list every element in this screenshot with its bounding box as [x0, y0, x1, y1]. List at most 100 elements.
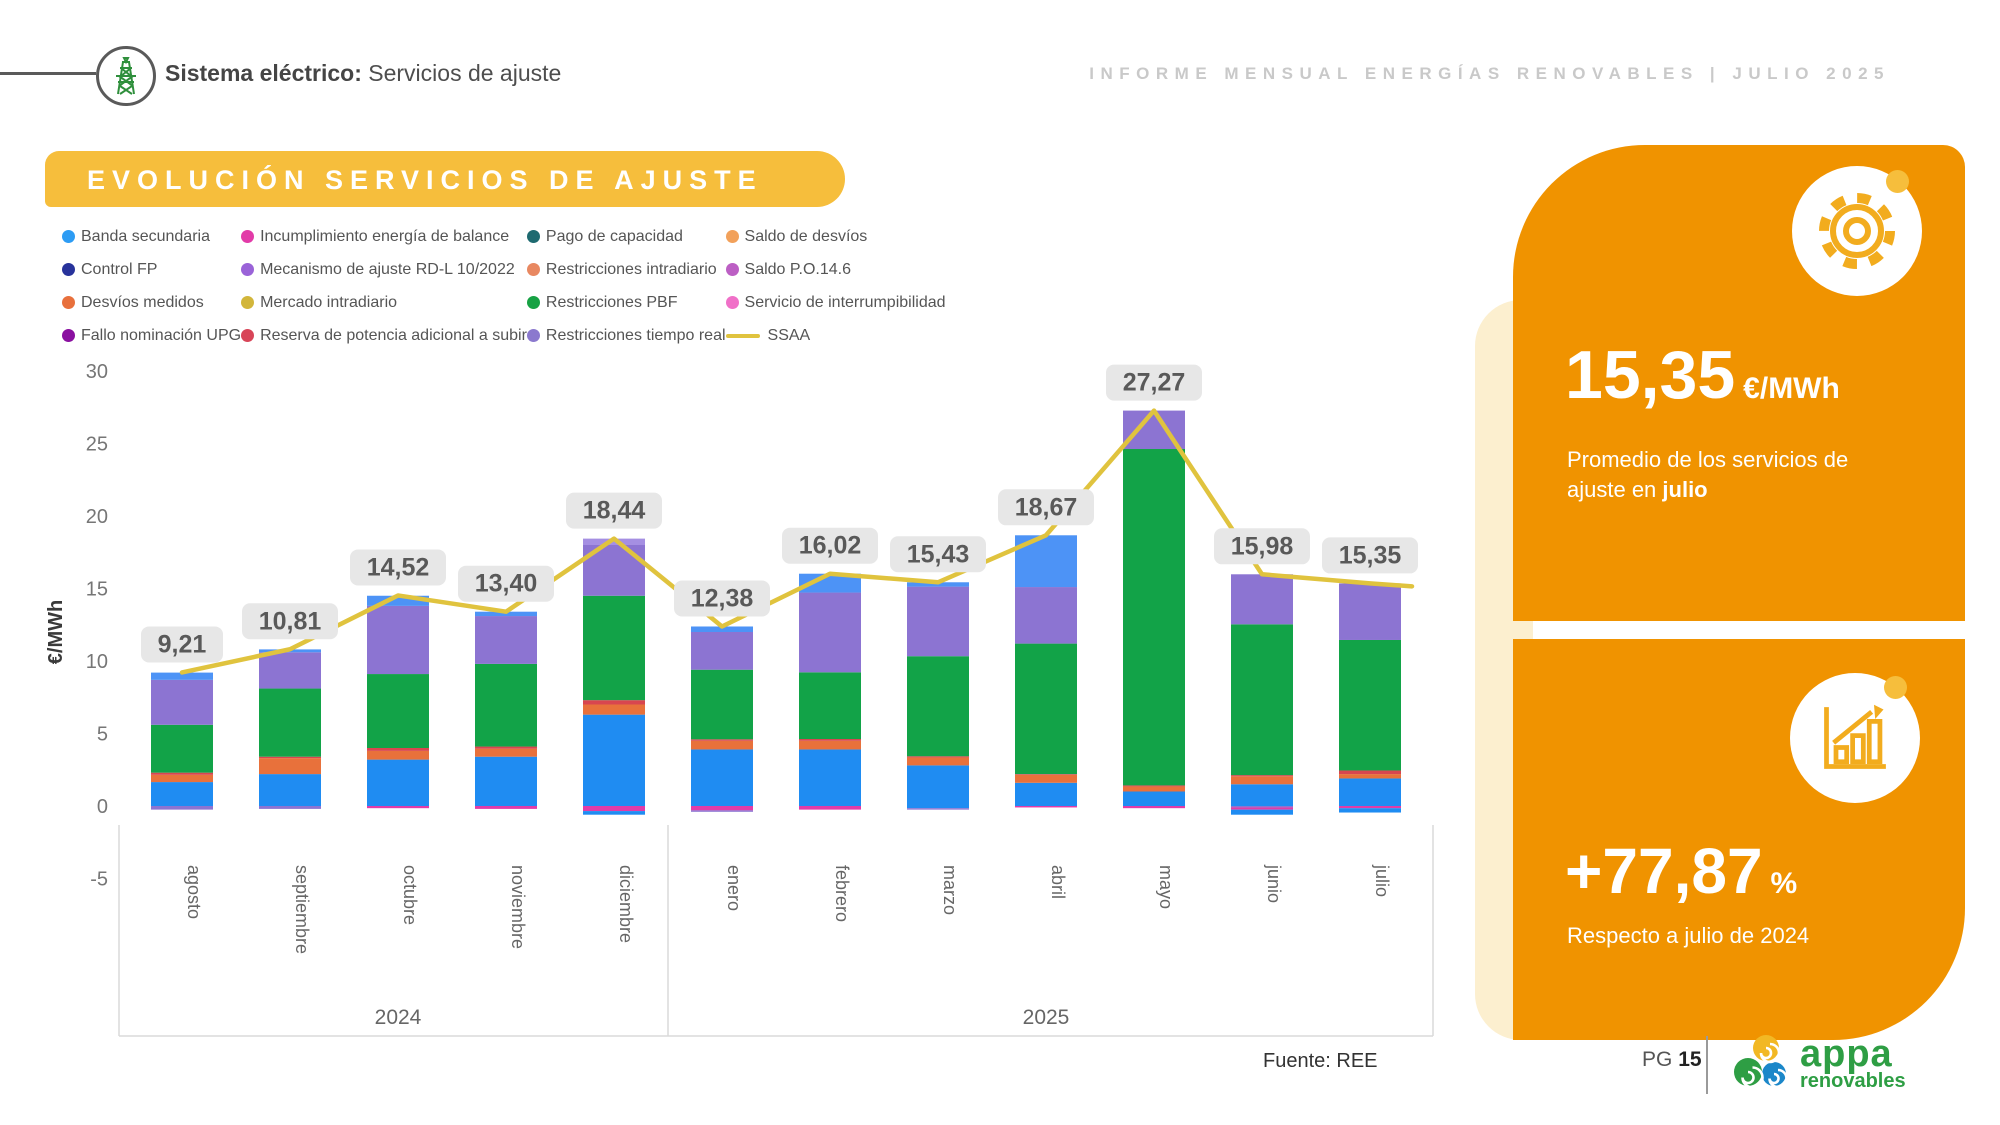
bar-segment[interactable] [691, 749, 753, 806]
legend-item-saldo-p-o-14-6[interactable]: Saldo P.O.14.6 [725, 253, 946, 286]
bar-column-febrero[interactable] [799, 573, 861, 810]
bar-segment[interactable] [691, 740, 753, 750]
bar-segment[interactable] [151, 782, 213, 806]
bar-segment-negative[interactable] [583, 806, 645, 812]
bar-segment[interactable] [1123, 791, 1185, 807]
legend-item-mecanismo-de-ajuste-rd-l-10-2022[interactable]: Mecanismo de ajuste RD-L 10/2022 [241, 253, 527, 286]
legend-item-fallo-nominaci-n-upg[interactable]: Fallo nominación UPG [62, 319, 241, 352]
bar-segment[interactable] [1123, 449, 1185, 786]
bar-segment-negative[interactable] [1231, 807, 1293, 810]
bar-segment[interactable] [799, 739, 861, 741]
legend-item-incumplimiento-energ-a-de-balance[interactable]: Incumplimiento energía de balance [241, 220, 527, 253]
bar-segment[interactable] [151, 724, 213, 773]
bar-segment[interactable] [907, 765, 969, 806]
bar-segment[interactable] [367, 674, 429, 748]
bar-segment[interactable] [799, 573, 861, 593]
bar-segment[interactable] [583, 714, 645, 806]
bar-segment[interactable] [907, 756, 969, 758]
bar-segment[interactable] [475, 748, 537, 757]
legend-item-mercado-intradiario[interactable]: Mercado intradiario [241, 286, 527, 319]
bar-segment-negative[interactable] [1339, 806, 1401, 809]
bar-column-diciembre[interactable] [583, 538, 645, 815]
bar-column-junio[interactable] [1231, 574, 1293, 815]
bar-segment[interactable] [1015, 643, 1077, 775]
bar-segment-negative[interactable] [1231, 806, 1293, 808]
bar-segment[interactable] [1231, 624, 1293, 776]
bar-segment[interactable] [1339, 639, 1401, 771]
bar-segment-negative[interactable] [691, 806, 753, 811]
bar-segment[interactable] [691, 632, 753, 670]
bar-segment[interactable] [1231, 775, 1293, 777]
bar-segment[interactable] [151, 772, 213, 775]
legend-item-pago-de-capacidad[interactable]: Pago de capacidad [526, 220, 726, 253]
bar-segment[interactable] [583, 700, 645, 705]
bar-segment-negative[interactable] [367, 806, 429, 809]
bar-column-abril[interactable] [1015, 535, 1077, 808]
bar-segment[interactable] [691, 739, 753, 741]
bar-segment[interactable] [151, 774, 213, 783]
legend-item-restricciones-tiempo-real[interactable]: Restricciones tiempo real [526, 319, 726, 352]
bar-column-noviembre[interactable] [475, 611, 537, 809]
bar-segment[interactable] [583, 538, 645, 545]
legend-item-servicio-de-interrumpibilidad[interactable]: Servicio de interrumpibilidad [725, 286, 946, 319]
bar-segment-negative[interactable] [1015, 806, 1077, 808]
bar-segment[interactable] [907, 656, 969, 757]
bar-segment[interactable] [583, 595, 645, 701]
bar-segment[interactable] [691, 626, 753, 632]
bar-segment[interactable] [1339, 770, 1401, 775]
bar-segment[interactable] [259, 758, 321, 775]
legend-item-desv-os-medidos[interactable]: Desvíos medidos [62, 286, 241, 319]
bar-segment[interactable] [367, 759, 429, 806]
bar-segment[interactable] [799, 749, 861, 806]
bar-column-mayo[interactable] [1123, 410, 1185, 809]
bar-segment[interactable] [1339, 583, 1401, 640]
bar-column-julio[interactable] [1339, 583, 1401, 813]
bar-column-septiembre[interactable] [259, 649, 321, 809]
bar-segment[interactable] [475, 616, 537, 664]
bar-segment[interactable] [475, 756, 537, 806]
bar-segment[interactable] [475, 663, 537, 747]
bar-segment[interactable] [367, 748, 429, 751]
bar-segment[interactable] [1015, 774, 1077, 775]
bar-segment[interactable] [1123, 786, 1185, 792]
bar-segment-negative[interactable] [907, 808, 969, 810]
bar-segment-negative[interactable] [583, 811, 645, 815]
bar-segment[interactable] [367, 750, 429, 760]
bar-segment-negative[interactable] [1339, 808, 1401, 813]
bar-segment-negative[interactable] [1123, 806, 1185, 809]
bar-segment[interactable] [1015, 782, 1077, 806]
bar-segment[interactable] [1015, 774, 1077, 783]
bar-segment[interactable] [691, 669, 753, 740]
bar-segment-negative[interactable] [259, 806, 321, 809]
legend-item-ssaa[interactable]: SSAA [725, 319, 946, 352]
bar-segment[interactable] [259, 774, 321, 806]
bar-segment[interactable] [151, 679, 213, 725]
bar-segment-negative[interactable] [475, 806, 537, 809]
bar-segment[interactable] [799, 592, 861, 673]
bar-segment-negative[interactable] [1231, 809, 1293, 815]
bar-segment-negative[interactable] [799, 806, 861, 810]
bar-segment[interactable] [1231, 784, 1293, 806]
bar-column-marzo[interactable] [907, 582, 969, 810]
bar-column-enero[interactable] [691, 626, 753, 812]
bar-segment-negative[interactable] [151, 806, 213, 810]
bar-segment[interactable] [367, 595, 429, 606]
bar-segment[interactable] [1231, 574, 1293, 625]
bar-segment[interactable] [367, 605, 429, 675]
legend-item-control-fp[interactable]: Control FP [62, 253, 241, 286]
legend-item-saldo-de-desv-os[interactable]: Saldo de desvíos [725, 220, 946, 253]
bar-column-agosto[interactable] [151, 672, 213, 810]
bar-segment-negative[interactable] [907, 806, 969, 809]
bar-segment[interactable] [1339, 774, 1401, 779]
bar-column-octubre[interactable] [367, 595, 429, 809]
bar-segment[interactable] [907, 586, 969, 657]
bar-segment[interactable] [259, 652, 321, 689]
bar-segment[interactable] [907, 757, 969, 766]
bar-segment[interactable] [1015, 587, 1077, 644]
bar-segment[interactable] [259, 688, 321, 757]
bar-segment[interactable] [151, 672, 213, 680]
bar-segment[interactable] [799, 672, 861, 740]
bar-segment[interactable] [1339, 778, 1401, 806]
bar-segment[interactable] [583, 704, 645, 715]
bar-segment[interactable] [799, 740, 861, 750]
